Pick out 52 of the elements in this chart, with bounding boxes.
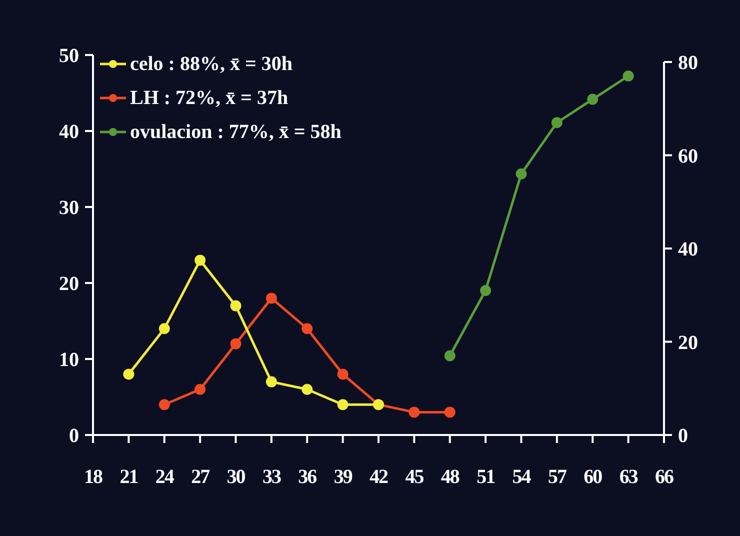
y2-tick-label: 60 — [678, 145, 698, 168]
y-tick-label: 10 — [59, 349, 79, 371]
point — [551, 117, 562, 128]
point — [622, 70, 634, 82]
point — [194, 384, 206, 395]
point — [408, 406, 420, 418]
legend-label: ovulacion : 77%, x̄ = 58h — [130, 121, 342, 143]
point — [444, 350, 456, 362]
x-tick-label: 24 — [155, 466, 174, 488]
point — [158, 323, 170, 334]
x-tick-label: 66 — [655, 466, 674, 488]
x-tick-label: 21 — [120, 466, 138, 488]
point — [302, 384, 313, 395]
x-tick-label: 60 — [584, 466, 603, 488]
legend-label: LH : 72%, x̄ = 37h — [130, 87, 288, 109]
point — [480, 284, 492, 296]
x-tick-label: 57 — [548, 466, 567, 488]
point — [516, 168, 527, 180]
x-tick-label: 42 — [370, 466, 388, 488]
y2-tick-label: 20 — [678, 332, 698, 354]
point — [266, 292, 277, 304]
y-tick-label: 30 — [59, 197, 79, 219]
point — [123, 368, 134, 380]
legend-label: celo : 88%, x̄ = 30h — [130, 53, 292, 75]
y-tick-label: 20 — [59, 273, 79, 295]
x-tick-label: 51 — [476, 466, 495, 488]
y-tick-label: 0 — [69, 425, 79, 447]
point — [337, 368, 348, 380]
point — [302, 323, 313, 334]
x-tick-label: 39 — [334, 466, 353, 488]
x-tick-label: 30 — [226, 466, 246, 488]
x-tick-label: 54 — [512, 466, 532, 488]
point — [194, 254, 206, 266]
y-tick-label: 40 — [59, 121, 79, 143]
x-tick-label: 18 — [84, 466, 103, 488]
x-tick-label: 36 — [298, 466, 318, 488]
point — [337, 399, 348, 410]
y-tick-label: 50 — [59, 45, 79, 67]
x-tick-label: 33 — [262, 466, 282, 488]
x-tick-label: 27 — [191, 466, 210, 488]
point — [230, 338, 242, 350]
point — [444, 406, 456, 418]
x-tick-label: 45 — [405, 466, 424, 488]
y2-tick-label: 0 — [678, 425, 688, 447]
y2-tick-label: 80 — [678, 52, 698, 74]
x-tick-label: 48 — [440, 466, 460, 488]
point — [230, 300, 242, 312]
x-tick-label: 63 — [619, 466, 638, 488]
point — [587, 94, 598, 105]
point — [158, 399, 170, 410]
y2-tick-label: 40 — [678, 238, 698, 260]
point — [266, 376, 277, 388]
